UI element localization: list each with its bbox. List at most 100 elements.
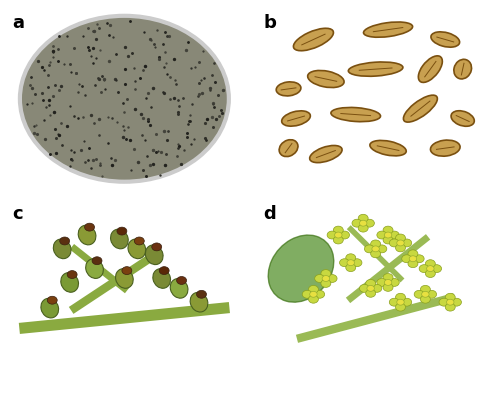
Ellipse shape xyxy=(358,224,368,232)
Ellipse shape xyxy=(67,271,77,278)
Ellipse shape xyxy=(420,295,430,303)
Text: c: c xyxy=(12,205,23,224)
Ellipse shape xyxy=(327,275,337,282)
Ellipse shape xyxy=(176,277,186,284)
Ellipse shape xyxy=(117,227,127,235)
Ellipse shape xyxy=(366,289,376,297)
Circle shape xyxy=(446,299,454,305)
Ellipse shape xyxy=(426,260,436,268)
Ellipse shape xyxy=(321,279,331,287)
Ellipse shape xyxy=(420,285,430,293)
Ellipse shape xyxy=(310,145,342,163)
Ellipse shape xyxy=(302,290,312,298)
Ellipse shape xyxy=(418,56,442,83)
Ellipse shape xyxy=(78,225,96,245)
Ellipse shape xyxy=(84,223,94,231)
Ellipse shape xyxy=(314,290,324,298)
Text: b: b xyxy=(264,14,276,32)
Ellipse shape xyxy=(364,219,374,227)
Ellipse shape xyxy=(276,82,301,96)
Ellipse shape xyxy=(396,293,406,301)
Ellipse shape xyxy=(86,259,103,278)
Ellipse shape xyxy=(308,285,318,293)
Ellipse shape xyxy=(396,244,406,252)
Ellipse shape xyxy=(153,269,170,288)
Circle shape xyxy=(384,232,392,238)
Ellipse shape xyxy=(146,245,163,264)
Ellipse shape xyxy=(426,290,436,298)
Ellipse shape xyxy=(331,108,380,121)
Circle shape xyxy=(347,260,354,266)
Ellipse shape xyxy=(340,231,349,239)
Ellipse shape xyxy=(314,275,324,282)
Ellipse shape xyxy=(377,231,387,239)
Ellipse shape xyxy=(383,236,393,244)
Ellipse shape xyxy=(390,239,400,247)
Ellipse shape xyxy=(446,293,455,301)
Circle shape xyxy=(367,285,374,291)
Ellipse shape xyxy=(390,231,400,239)
Ellipse shape xyxy=(446,303,455,311)
Ellipse shape xyxy=(370,141,406,156)
Ellipse shape xyxy=(419,265,429,273)
Ellipse shape xyxy=(370,240,380,248)
Ellipse shape xyxy=(390,298,400,306)
Ellipse shape xyxy=(190,293,208,312)
Ellipse shape xyxy=(360,284,370,292)
Circle shape xyxy=(409,256,416,262)
Ellipse shape xyxy=(134,237,144,245)
Ellipse shape xyxy=(454,59,471,79)
Ellipse shape xyxy=(364,22,412,37)
Ellipse shape xyxy=(196,290,206,298)
Ellipse shape xyxy=(366,279,376,287)
Ellipse shape xyxy=(430,140,460,156)
Ellipse shape xyxy=(60,237,70,245)
Ellipse shape xyxy=(282,111,310,126)
Ellipse shape xyxy=(402,298,411,306)
Ellipse shape xyxy=(408,260,418,268)
Ellipse shape xyxy=(383,274,393,281)
Ellipse shape xyxy=(426,270,436,278)
Ellipse shape xyxy=(110,229,128,249)
Ellipse shape xyxy=(364,245,374,253)
Circle shape xyxy=(372,246,380,252)
Ellipse shape xyxy=(414,255,424,263)
Text: d: d xyxy=(264,205,276,224)
Circle shape xyxy=(384,279,392,285)
Ellipse shape xyxy=(170,279,188,298)
Ellipse shape xyxy=(279,140,298,156)
Ellipse shape xyxy=(452,298,462,306)
Circle shape xyxy=(322,276,330,281)
Ellipse shape xyxy=(346,264,356,272)
Ellipse shape xyxy=(377,245,387,253)
Ellipse shape xyxy=(352,259,362,267)
Ellipse shape xyxy=(152,243,162,251)
Ellipse shape xyxy=(370,250,380,258)
Circle shape xyxy=(360,220,367,226)
Ellipse shape xyxy=(116,269,133,288)
Ellipse shape xyxy=(268,235,334,302)
Ellipse shape xyxy=(54,239,71,259)
Text: a: a xyxy=(12,14,24,32)
Ellipse shape xyxy=(408,250,418,258)
Ellipse shape xyxy=(61,273,78,292)
Ellipse shape xyxy=(377,278,387,286)
Circle shape xyxy=(426,266,434,272)
Ellipse shape xyxy=(327,231,337,239)
Ellipse shape xyxy=(294,28,334,51)
Circle shape xyxy=(20,16,229,182)
Ellipse shape xyxy=(334,236,344,244)
Ellipse shape xyxy=(383,283,393,291)
Ellipse shape xyxy=(308,70,344,88)
Ellipse shape xyxy=(348,62,403,76)
Ellipse shape xyxy=(352,219,362,227)
Ellipse shape xyxy=(321,270,331,278)
Ellipse shape xyxy=(402,239,411,247)
Ellipse shape xyxy=(439,298,449,306)
Ellipse shape xyxy=(346,254,356,262)
Ellipse shape xyxy=(372,284,382,292)
Ellipse shape xyxy=(92,257,102,265)
Ellipse shape xyxy=(431,32,460,47)
Ellipse shape xyxy=(334,226,344,234)
Ellipse shape xyxy=(340,259,349,267)
